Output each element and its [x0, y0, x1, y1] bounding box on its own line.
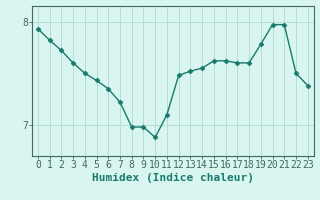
- X-axis label: Humidex (Indice chaleur): Humidex (Indice chaleur): [92, 173, 254, 183]
